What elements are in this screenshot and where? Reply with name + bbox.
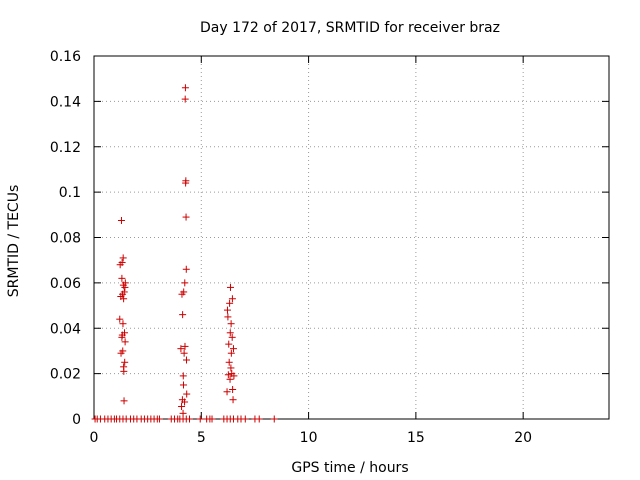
data-point-marker xyxy=(177,345,185,353)
data-point-marker xyxy=(208,415,216,423)
data-point-marker xyxy=(229,396,237,404)
data-point-marker xyxy=(227,364,235,372)
data-point-marker xyxy=(179,409,187,417)
x-tick-labels: 0 5 10 15 20 xyxy=(90,430,533,446)
data-point-marker xyxy=(181,342,189,350)
data-point-marker xyxy=(224,313,232,321)
x-axis-label: GPS time / hours xyxy=(291,460,408,476)
y-axis-label: SRMTID / TECUs xyxy=(6,185,22,298)
plot-frame xyxy=(93,55,610,420)
data-point-marker xyxy=(121,279,129,287)
data-point-marker xyxy=(117,216,125,224)
data-point-marker xyxy=(181,95,189,103)
data-point-marker xyxy=(120,295,128,303)
data-point-marker xyxy=(181,84,189,92)
y-tick-label: 0.08 xyxy=(50,231,81,247)
data-point-marker xyxy=(185,415,193,423)
data-point-marker xyxy=(178,403,186,411)
data-point-marker xyxy=(241,415,249,423)
data-point-layer xyxy=(91,84,278,423)
data-point-marker xyxy=(179,311,187,319)
data-point-marker xyxy=(230,372,238,380)
y-tick-label: 0.12 xyxy=(50,140,81,156)
data-point-marker xyxy=(155,415,163,423)
data-point-marker xyxy=(120,329,128,337)
data-point-marker xyxy=(119,320,127,328)
y-tick-label: 0.14 xyxy=(50,94,81,110)
data-point-marker xyxy=(120,397,128,405)
data-point-marker xyxy=(180,288,188,296)
grid-layer xyxy=(94,56,609,419)
y-tick-labels: 0 0.02 0.04 0.06 0.08 0.1 0.12 0.14 0.16 xyxy=(50,49,81,428)
data-point-marker xyxy=(116,315,124,323)
data-point-marker xyxy=(228,333,236,341)
data-point-marker xyxy=(226,283,234,291)
data-point-marker xyxy=(225,340,233,348)
data-point-marker xyxy=(226,375,234,383)
y-tick-label: 0.06 xyxy=(50,276,81,292)
data-point-marker xyxy=(183,390,191,398)
data-point-marker xyxy=(119,347,127,355)
data-point-marker xyxy=(182,265,190,273)
data-point-marker xyxy=(224,371,232,379)
data-point-marker xyxy=(120,288,128,296)
data-point-marker xyxy=(196,415,204,423)
data-point-marker xyxy=(226,329,234,337)
x-tick-label: 20 xyxy=(514,430,532,446)
x-tick-label: 15 xyxy=(407,430,425,446)
data-point-marker xyxy=(180,349,188,357)
y-tick-label: 0.1 xyxy=(59,185,81,201)
data-point-marker xyxy=(228,295,236,303)
data-point-marker xyxy=(118,274,126,282)
x-tick-label: 5 xyxy=(197,430,206,446)
y-tick-label: 0.02 xyxy=(50,367,81,383)
data-point-marker xyxy=(229,386,237,394)
data-point-marker xyxy=(179,372,187,380)
data-point-marker xyxy=(255,415,263,423)
chart-title: Day 172 of 2017, SRMTID for receiver bra… xyxy=(200,20,500,36)
data-point-marker xyxy=(121,358,129,366)
data-point-marker xyxy=(181,279,189,287)
y-tick-label: 0 xyxy=(72,412,81,428)
data-point-marker xyxy=(223,388,231,396)
data-point-marker xyxy=(223,306,231,314)
data-point-marker xyxy=(225,358,233,366)
data-point-marker xyxy=(181,398,189,406)
tick-layer xyxy=(93,55,609,420)
y-tick-label: 0.04 xyxy=(50,321,81,337)
data-point-marker xyxy=(120,367,128,375)
data-point-marker xyxy=(227,349,235,357)
x-tick-label: 10 xyxy=(300,430,318,446)
y-tick-label: 0.16 xyxy=(50,49,81,65)
data-point-marker xyxy=(182,213,190,221)
data-point-marker xyxy=(121,338,129,346)
data-point-marker xyxy=(226,299,234,307)
data-point-marker xyxy=(182,356,190,364)
data-point-marker xyxy=(182,177,190,185)
data-point-marker xyxy=(179,381,187,389)
data-point-marker xyxy=(227,320,235,328)
data-point-marker xyxy=(119,254,127,262)
x-tick-label: 0 xyxy=(90,430,99,446)
data-point-marker xyxy=(229,345,237,353)
data-point-marker xyxy=(270,415,278,423)
data-point-marker xyxy=(118,258,126,266)
